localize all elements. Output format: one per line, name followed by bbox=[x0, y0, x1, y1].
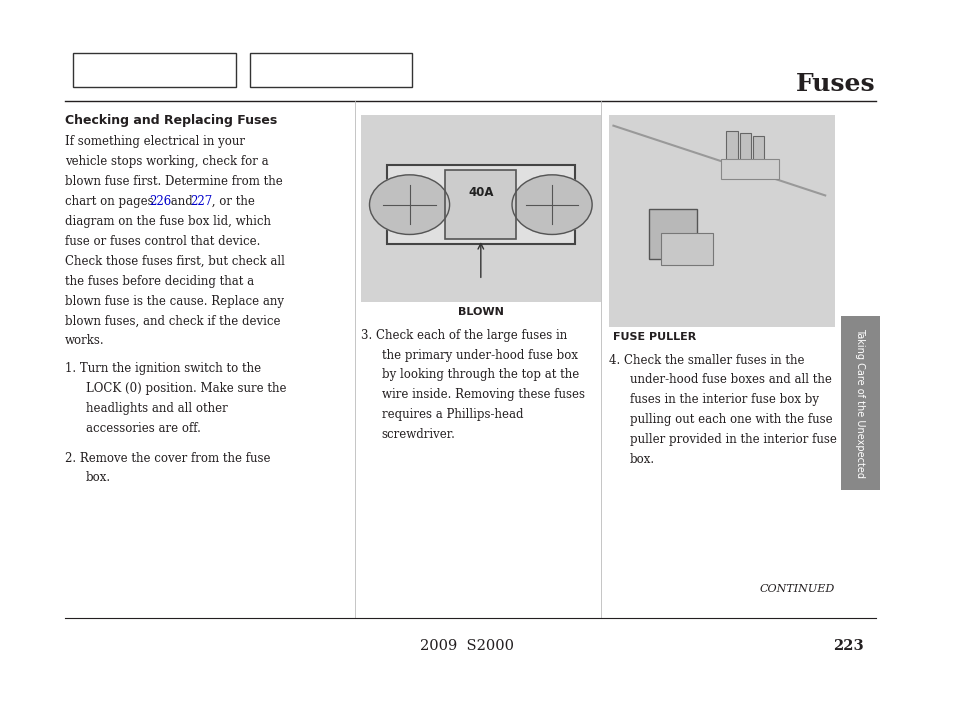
Text: works.: works. bbox=[65, 334, 105, 347]
Text: wire inside. Removing these fuses: wire inside. Removing these fuses bbox=[381, 388, 584, 401]
Text: fuse or fuses control that device.: fuse or fuses control that device. bbox=[65, 235, 260, 248]
Text: fuses in the interior fuse box by: fuses in the interior fuse box by bbox=[629, 393, 818, 406]
Text: CONTINUED: CONTINUED bbox=[759, 584, 834, 594]
Text: 40A: 40A bbox=[468, 186, 493, 199]
Text: the primary under-hood fuse box: the primary under-hood fuse box bbox=[381, 349, 577, 361]
Bar bbox=[660, 233, 713, 265]
Text: the fuses before deciding that a: the fuses before deciding that a bbox=[65, 275, 253, 288]
Text: 226: 226 bbox=[149, 195, 171, 208]
Bar bbox=[841, 316, 879, 490]
Text: Fuses: Fuses bbox=[796, 72, 875, 97]
Text: 2. Remove the cover from the fuse: 2. Remove the cover from the fuse bbox=[65, 452, 270, 464]
Text: 223: 223 bbox=[832, 639, 862, 653]
Text: requires a Phillips-head: requires a Phillips-head bbox=[381, 408, 522, 421]
Text: 1. Turn the ignition switch to the: 1. Turn the ignition switch to the bbox=[65, 362, 261, 375]
Text: blown fuse first. Determine from the: blown fuse first. Determine from the bbox=[65, 175, 282, 188]
Bar bbox=[725, 131, 737, 165]
Text: by looking through the top at the: by looking through the top at the bbox=[381, 368, 578, 381]
Bar bbox=[608, 115, 834, 327]
Text: , or the: , or the bbox=[208, 195, 254, 208]
Text: LOCK (0) position. Make sure the: LOCK (0) position. Make sure the bbox=[86, 382, 286, 395]
Bar bbox=[360, 115, 600, 302]
Text: screwdriver.: screwdriver. bbox=[381, 428, 455, 441]
Text: pulling out each one with the fuse: pulling out each one with the fuse bbox=[629, 413, 831, 426]
Text: vehicle stops working, check for a: vehicle stops working, check for a bbox=[65, 155, 268, 168]
Bar bbox=[720, 159, 778, 179]
Text: and: and bbox=[167, 195, 196, 208]
Text: Checking and Replacing Fuses: Checking and Replacing Fuses bbox=[65, 114, 276, 126]
Text: Taking Care of the Unexpected: Taking Care of the Unexpected bbox=[855, 328, 864, 478]
Text: If something electrical in your: If something electrical in your bbox=[65, 136, 245, 148]
Text: diagram on the fuse box lid, which: diagram on the fuse box lid, which bbox=[65, 215, 271, 228]
Text: chart on pages: chart on pages bbox=[65, 195, 157, 208]
Text: box.: box. bbox=[629, 453, 654, 466]
Text: FUSE PULLER: FUSE PULLER bbox=[613, 332, 696, 342]
Bar bbox=[445, 170, 516, 239]
Bar bbox=[739, 133, 750, 168]
Text: box.: box. bbox=[86, 471, 111, 484]
Text: headlights and all other: headlights and all other bbox=[86, 402, 228, 415]
Circle shape bbox=[369, 175, 449, 234]
Text: puller provided in the interior fuse: puller provided in the interior fuse bbox=[629, 433, 836, 446]
Text: 2009  S2000: 2009 S2000 bbox=[420, 639, 514, 653]
Text: blown fuses, and check if the device: blown fuses, and check if the device bbox=[65, 315, 280, 327]
Text: BLOWN: BLOWN bbox=[457, 307, 503, 317]
Bar bbox=[250, 53, 412, 87]
Text: accessories are off.: accessories are off. bbox=[86, 422, 200, 435]
Text: 4. Check the smaller fuses in the: 4. Check the smaller fuses in the bbox=[608, 354, 803, 366]
Bar bbox=[649, 209, 697, 259]
Text: under-hood fuse boxes and all the: under-hood fuse boxes and all the bbox=[629, 373, 831, 386]
Bar bbox=[73, 53, 235, 87]
Bar bbox=[752, 136, 763, 170]
Circle shape bbox=[512, 175, 592, 234]
Text: Check those fuses first, but check all: Check those fuses first, but check all bbox=[65, 255, 284, 268]
Text: blown fuse is the cause. Replace any: blown fuse is the cause. Replace any bbox=[65, 295, 284, 307]
Bar bbox=[387, 165, 574, 244]
Text: 227: 227 bbox=[190, 195, 212, 208]
Text: 3. Check each of the large fuses in: 3. Check each of the large fuses in bbox=[360, 329, 566, 342]
